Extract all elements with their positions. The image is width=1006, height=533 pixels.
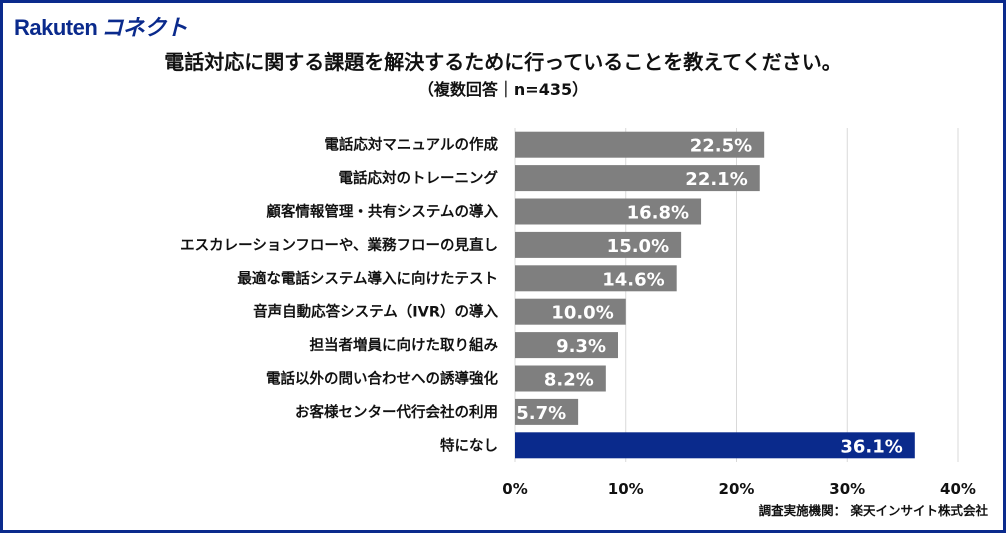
bar <box>515 131 765 158</box>
chart-title: 電話対応に関する課題を解決するために行っていることを教えてください。 <box>164 50 842 74</box>
x-tick-label: 0% <box>502 480 527 498</box>
chart-subtitle: （複数回答｜n=435） <box>417 80 589 99</box>
category-label: 電話応対マニュアルの作成 <box>324 136 498 154</box>
data-label: 10.0% <box>551 303 613 324</box>
data-label: 14.6% <box>602 269 664 290</box>
category-label: 顧客情報管理・共有システムの導入 <box>266 203 498 221</box>
data-label: 8.2% <box>544 370 594 391</box>
bar <box>515 398 579 425</box>
category-label: エスカレーションフローや、業務フローの見直し <box>180 236 498 254</box>
category-label: お客様センター代行会社の利用 <box>295 403 498 421</box>
bar <box>515 165 760 192</box>
data-label: 36.1% <box>840 436 902 457</box>
category-label: 特になし <box>440 436 498 454</box>
x-tick-label: 30% <box>829 480 865 498</box>
x-tick-label: 20% <box>719 480 755 498</box>
x-tick-label: 10% <box>608 480 644 498</box>
category-label: 電話応対のトレーニング <box>339 169 499 187</box>
data-label: 15.0% <box>607 236 669 257</box>
bar <box>515 265 677 292</box>
bar <box>515 365 606 392</box>
bar <box>515 432 915 459</box>
survey-credit: 調査実施機関： 楽天インサイト株式会社 <box>758 503 988 518</box>
category-label: 音声自動応答システム（IVR）の導入 <box>253 303 498 321</box>
bar <box>515 298 626 325</box>
data-label: 5.7% <box>516 403 566 424</box>
bar <box>515 231 682 258</box>
category-label: 最適な電話システム導入に向けたテスト <box>237 269 498 287</box>
data-label: 9.3% <box>556 336 606 357</box>
bar <box>515 332 618 359</box>
data-label: 16.8% <box>627 203 689 224</box>
category-label: 電話以外の問い合わせへの誘導強化 <box>266 370 498 388</box>
rakuten-connect-logo: Rakuten コネクト <box>14 15 188 40</box>
x-tick-label: 40% <box>940 480 976 498</box>
data-label: 22.5% <box>690 136 752 157</box>
category-label: 担当者増員に向けた取り組み <box>310 336 499 354</box>
data-label: 22.1% <box>685 169 747 190</box>
bar <box>515 198 702 225</box>
